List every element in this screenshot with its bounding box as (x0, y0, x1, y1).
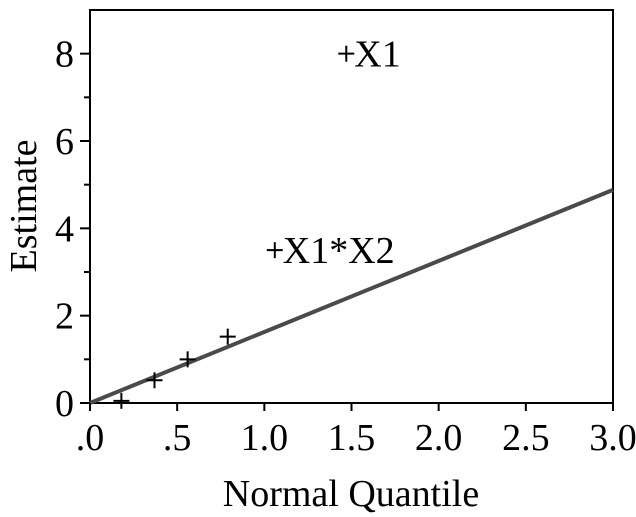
x-tick-label: 3.0 (589, 417, 636, 459)
x-tick-label: 2.5 (502, 417, 550, 459)
point-label: X1*X2 (283, 230, 395, 272)
data-point (266, 242, 283, 259)
data-points: X1*X2 X1 (113, 34, 401, 409)
y-axis-ticks: 0 2 4 6 8 (55, 34, 90, 425)
x-axis-label: Normal Quantile (223, 473, 479, 515)
y-tick-label: 2 (55, 296, 74, 338)
point-label: X1 (354, 34, 400, 76)
x-tick-label: .0 (76, 417, 105, 459)
data-point (219, 328, 236, 345)
y-tick-label: 0 (55, 383, 74, 425)
y-tick-label: 6 (55, 121, 74, 163)
data-point (146, 372, 163, 389)
data-point (113, 392, 130, 409)
x-tick-label: 1.5 (328, 417, 376, 459)
y-axis-label: Estimate (3, 140, 45, 273)
reference-line (89, 188, 614, 405)
x-tick-label: .5 (163, 417, 192, 459)
plot-frame (89, 9, 614, 404)
x-axis-ticks: .0 .5 1.0 1.5 2.0 2.5 3.0 (76, 403, 636, 459)
y-tick-label: 8 (55, 34, 74, 76)
data-point (338, 45, 355, 62)
y-tick-label: 4 (55, 208, 74, 250)
data-point (179, 351, 196, 368)
x-tick-label: 1.0 (241, 417, 289, 459)
x-tick-label: 2.0 (415, 417, 463, 459)
